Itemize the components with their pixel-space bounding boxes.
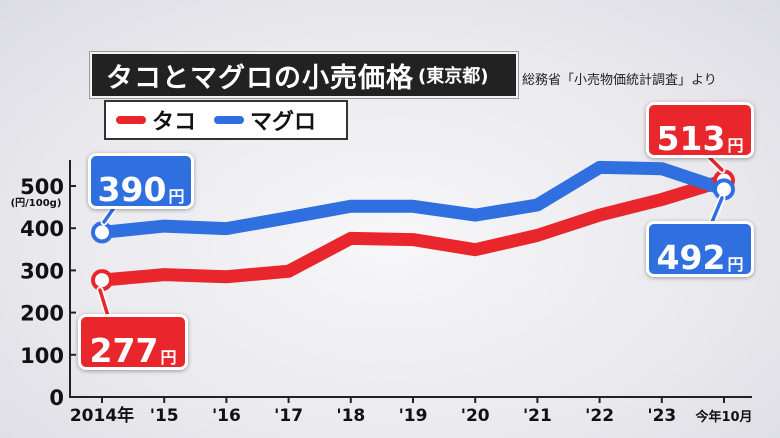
source-note: 総務省「小売物価統計調査」より: [522, 73, 717, 88]
x-tick-label: '23: [647, 406, 676, 426]
x-tick-label: '22: [585, 406, 614, 426]
data-point-tako: [659, 197, 664, 202]
data-point-tako: [473, 247, 478, 252]
callout-value: 513: [656, 119, 726, 158]
x-tick-label: '18: [336, 406, 365, 426]
x-tick-label: '15: [150, 406, 179, 426]
callout-value: 492: [656, 238, 726, 277]
y-tick-label: 500: [20, 175, 64, 199]
data-point-tako: [535, 233, 540, 238]
data-point-maguro: [224, 226, 229, 231]
y-axis-unit-label: (円/100g): [11, 197, 62, 209]
data-point-maguro: [535, 202, 540, 207]
callout-unit: 円: [168, 186, 185, 206]
data-point-maguro: [473, 213, 478, 218]
data-point-tako: [286, 269, 291, 274]
x-tick-label: '16: [212, 406, 241, 426]
callout-unit: 円: [727, 135, 744, 155]
title-main: タコとマグロの小売価格: [106, 62, 414, 94]
y-tick-label: 0: [49, 386, 64, 410]
data-point-tako: [597, 213, 602, 218]
title-sub: (東京都): [418, 66, 489, 87]
legend: タコ マグロ: [104, 100, 348, 140]
legend-swatch-maguro: [214, 116, 245, 124]
legend-label-tako: タコ: [152, 110, 197, 135]
x-tick-label: '21: [523, 406, 552, 426]
y-tick-label: 200: [20, 302, 64, 326]
callout-unit: 円: [160, 347, 177, 367]
legend-item-maguro: マグロ: [204, 104, 316, 136]
callout-maguro-end: 492 円: [646, 221, 754, 277]
callout-value: 390: [97, 170, 167, 209]
x-tick-label: '19: [399, 406, 428, 426]
callout-tako-end: 513 円: [646, 102, 754, 158]
data-point-maguro: [597, 165, 602, 170]
legend-swatch-tako: [116, 116, 146, 124]
data-point-tako: [348, 236, 353, 241]
y-tick-label: 400: [20, 217, 64, 241]
callout-pointer: [98, 288, 110, 318]
data-point-maguro: [91, 221, 113, 244]
series-line-maguro: [95, 160, 731, 239]
data-point-tako: [162, 272, 167, 277]
data-point-maguro: [286, 215, 291, 220]
callout-value: 277: [89, 331, 159, 370]
legend-item-tako: タコ: [106, 104, 196, 136]
data-point-tako: [411, 237, 415, 242]
x-tick-label: 2014年: [70, 405, 134, 426]
callout-unit: 円: [727, 254, 744, 274]
callout-tako-start: 277 円: [78, 314, 188, 370]
y-tick-label: 100: [20, 344, 64, 368]
x-tick-label: '17: [274, 406, 303, 426]
legend-label-maguro: マグロ: [250, 110, 317, 135]
data-point-tako: [224, 274, 229, 279]
y-tick-label: 300: [20, 259, 64, 283]
x-tick-label: '20: [461, 406, 490, 426]
data-point-maguro: [162, 224, 167, 229]
callout-maguro-start: 390 円: [88, 153, 194, 209]
x-tick-label: 今年10月: [694, 409, 752, 425]
data-point-maguro: [659, 166, 664, 171]
chart-title: タコとマグロの小売価格 (東京都): [90, 52, 518, 98]
data-point-maguro: [411, 204, 415, 209]
data-point-tako: [91, 269, 113, 292]
callout-pointer: [710, 196, 724, 224]
data-point-maguro: [348, 204, 353, 209]
